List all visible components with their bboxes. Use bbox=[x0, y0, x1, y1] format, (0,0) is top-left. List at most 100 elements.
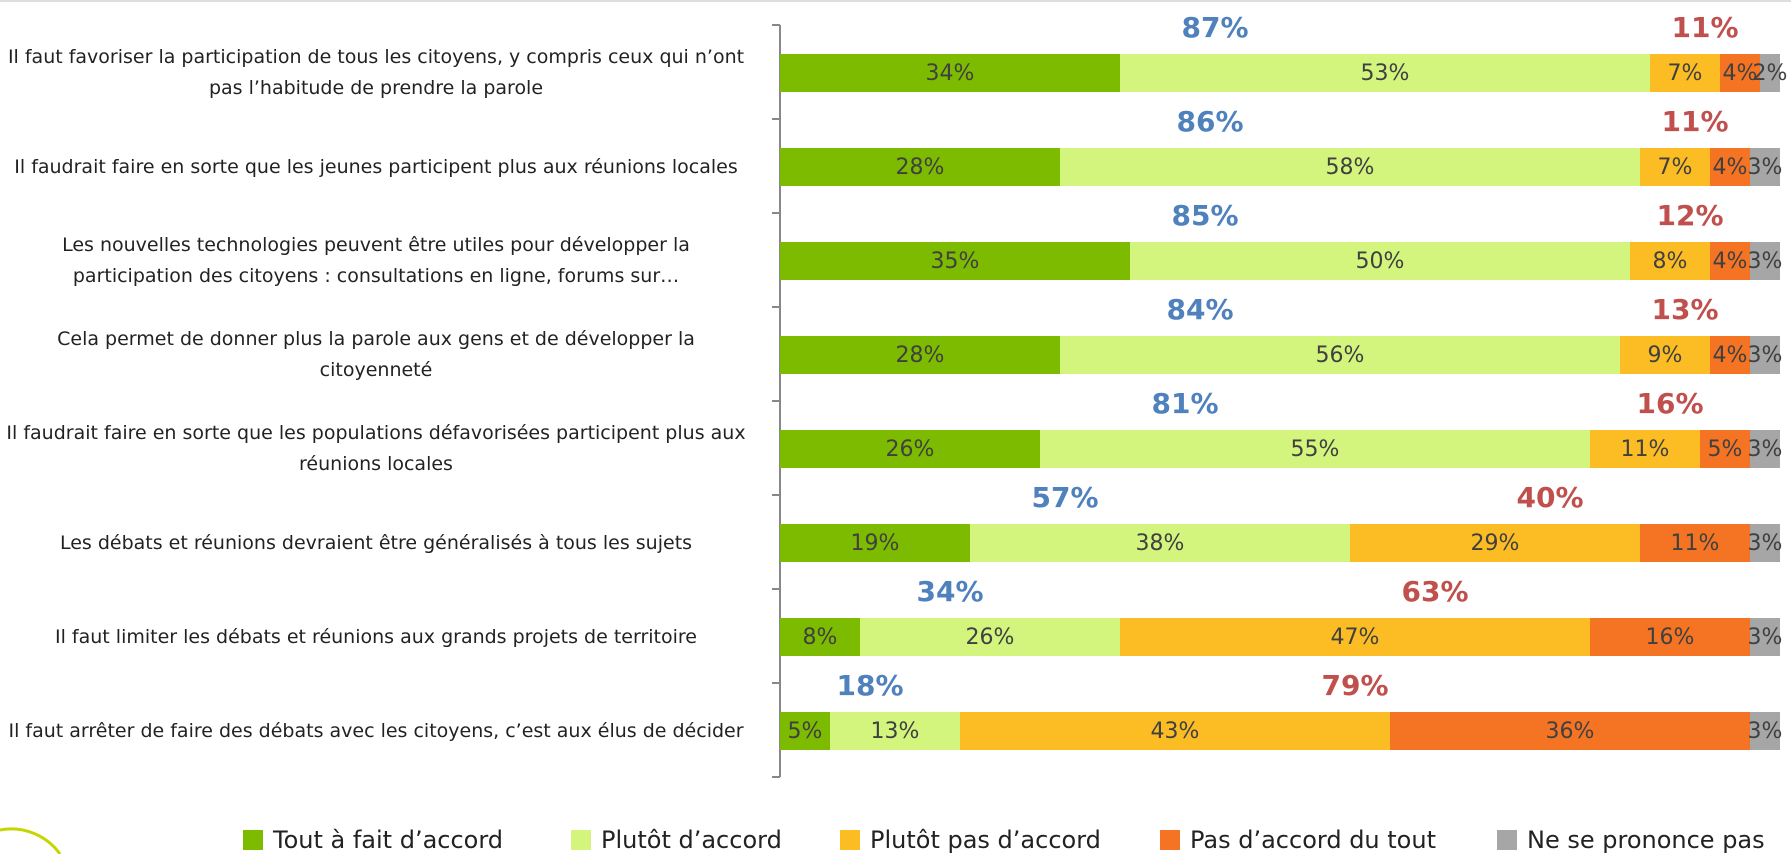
category-label: Les nouvelles technologies peuvent être … bbox=[62, 234, 690, 287]
segment-label: 3% bbox=[1748, 437, 1783, 462]
bar-segment bbox=[780, 430, 1040, 468]
bar-segment bbox=[1640, 524, 1750, 562]
bar-segment bbox=[780, 336, 1060, 374]
legend-label: Tout à fait d’accord bbox=[272, 826, 503, 854]
bar-segment bbox=[780, 618, 860, 656]
category-label: Il faut arrêter de faire des débats avec… bbox=[8, 719, 744, 742]
category-label: Cela permet de donner plus la parole aux… bbox=[57, 328, 695, 381]
bar-segment bbox=[780, 54, 1120, 92]
segment-label: 3% bbox=[1748, 249, 1783, 274]
segment-label: 5% bbox=[1708, 437, 1743, 462]
disagree-total-label: 11% bbox=[1661, 105, 1728, 138]
bar-segment bbox=[1120, 618, 1590, 656]
segment-label: 28% bbox=[896, 343, 945, 368]
legend-swatch bbox=[1160, 830, 1180, 850]
segment-label: 58% bbox=[1326, 155, 1375, 180]
bar-segment bbox=[780, 712, 830, 750]
segment-label: 11% bbox=[1671, 531, 1720, 556]
agree-total-label: 57% bbox=[1031, 481, 1098, 514]
segment-label: 43% bbox=[1151, 719, 1200, 744]
bar-segment bbox=[1750, 336, 1780, 374]
segment-label: 26% bbox=[886, 437, 935, 462]
bar-segment bbox=[1750, 712, 1780, 750]
segment-label: 7% bbox=[1668, 61, 1703, 86]
bar-segment bbox=[1120, 54, 1650, 92]
agree-total-label: 85% bbox=[1171, 199, 1238, 232]
segment-label: 53% bbox=[1361, 61, 1410, 86]
bar-segment bbox=[1700, 430, 1750, 468]
segment-label: 26% bbox=[966, 625, 1015, 650]
bar-segment bbox=[960, 712, 1390, 750]
bar-segment bbox=[1750, 148, 1780, 186]
legend-label: Plutôt pas d’accord bbox=[870, 826, 1101, 854]
bar-segment bbox=[1640, 148, 1710, 186]
category-label: Il faudrait faire en sorte que les jeune… bbox=[14, 155, 738, 178]
legend-swatch bbox=[840, 830, 860, 850]
disagree-total-label: 40% bbox=[1516, 481, 1583, 514]
segment-label: 55% bbox=[1291, 437, 1340, 462]
bar-segment bbox=[1750, 242, 1780, 280]
bar-segment bbox=[830, 712, 960, 750]
segment-label: 35% bbox=[931, 249, 980, 274]
segment-label: 3% bbox=[1748, 719, 1783, 744]
bar-segment bbox=[860, 618, 1120, 656]
bar-segment bbox=[1750, 430, 1780, 468]
disagree-total-label: 11% bbox=[1671, 11, 1738, 44]
segment-label: 8% bbox=[1653, 249, 1688, 274]
segment-label: 50% bbox=[1356, 249, 1405, 274]
segment-label: 13% bbox=[871, 719, 920, 744]
category-label: Il faut favoriser la participation de to… bbox=[7, 46, 745, 99]
segment-label: 56% bbox=[1316, 343, 1365, 368]
segment-label: 47% bbox=[1331, 625, 1380, 650]
segment-label: 36% bbox=[1546, 719, 1595, 744]
bar-segment bbox=[780, 524, 970, 562]
bar-segment bbox=[1350, 524, 1640, 562]
disagree-total-label: 12% bbox=[1656, 199, 1723, 232]
segment-label: 11% bbox=[1621, 437, 1670, 462]
legend-swatch bbox=[571, 830, 591, 850]
agree-total-label: 34% bbox=[916, 575, 983, 608]
bar-segment bbox=[1130, 242, 1630, 280]
disagree-total-label: 16% bbox=[1636, 387, 1703, 420]
legend-label: Plutôt d’accord bbox=[601, 826, 782, 854]
bar-segment bbox=[1590, 430, 1700, 468]
bar-segment bbox=[970, 524, 1350, 562]
segment-label: 3% bbox=[1748, 531, 1783, 556]
bar-segment bbox=[1750, 618, 1780, 656]
segment-label: 19% bbox=[851, 531, 900, 556]
bar-segment bbox=[1040, 430, 1590, 468]
segment-label: 4% bbox=[1713, 249, 1748, 274]
segment-label: 38% bbox=[1136, 531, 1185, 556]
bar-segment bbox=[1630, 242, 1710, 280]
bar-segment bbox=[780, 242, 1130, 280]
segment-label: 3% bbox=[1748, 343, 1783, 368]
bar-segment bbox=[1710, 148, 1750, 186]
segment-label: 34% bbox=[926, 61, 975, 86]
agree-total-label: 81% bbox=[1151, 387, 1218, 420]
segment-label: 7% bbox=[1658, 155, 1693, 180]
logo-arc bbox=[0, 827, 62, 854]
bar-segment bbox=[1620, 336, 1710, 374]
bar-segment bbox=[1750, 524, 1780, 562]
segment-label: 28% bbox=[896, 155, 945, 180]
bar-segment bbox=[1710, 242, 1750, 280]
bar-segment bbox=[780, 148, 1060, 186]
bar-segment bbox=[1390, 712, 1750, 750]
segment-label: 29% bbox=[1471, 531, 1520, 556]
bar-segment bbox=[1590, 618, 1750, 656]
bar-segment bbox=[1060, 148, 1640, 186]
legend-label: Pas d’accord du tout bbox=[1190, 826, 1436, 854]
disagree-total-label: 13% bbox=[1651, 293, 1718, 326]
segment-label: 3% bbox=[1748, 155, 1783, 180]
bar-segment bbox=[1720, 54, 1760, 92]
segment-label: 5% bbox=[788, 719, 823, 744]
category-label: Les débats et réunions devraient être gé… bbox=[59, 531, 693, 554]
segment-label: 2% bbox=[1753, 61, 1788, 86]
segment-label: 8% bbox=[803, 625, 838, 650]
segment-label: 4% bbox=[1723, 61, 1758, 86]
segment-label: 9% bbox=[1648, 343, 1683, 368]
segment-label: 4% bbox=[1713, 343, 1748, 368]
agree-total-label: 18% bbox=[836, 669, 903, 702]
